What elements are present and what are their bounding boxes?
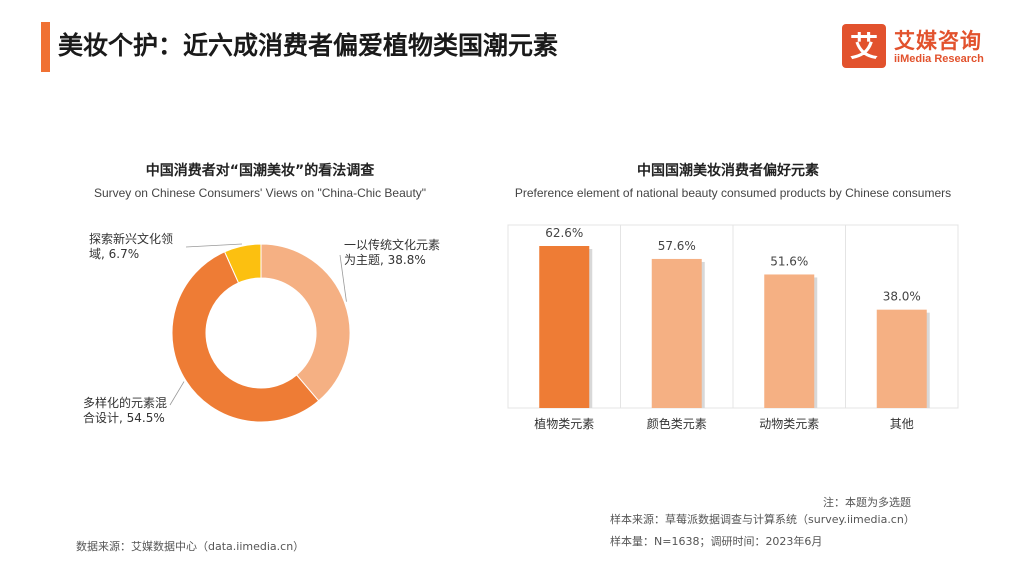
bar-1 [651, 258, 702, 408]
bar-chart-subtitle: Preference element of national beauty co… [514, 186, 952, 200]
logo-cn-text: 艾媒咨询 [894, 29, 982, 53]
donut-slice-label-2: 探索新兴文化领域, 6.7% [89, 231, 173, 261]
donut-chart-subtitle: Survey on Chinese Consumers' Views on "C… [93, 186, 427, 200]
donut-leader-line-0 [339, 254, 347, 302]
donut-leader-line-1 [169, 381, 185, 406]
page-title: 美妆个护：近六成消费者偏爱植物类国潮元素 [58, 31, 559, 60]
sample-size-note: 样本量：N=1638；调研时间：2023年6月 [610, 535, 823, 548]
donut-slice-label-0: 一以传统文化元素为主题, 38.8% [344, 237, 440, 267]
data-source-note: 数据来源：艾媒数据中心（data.iimedia.cn） [76, 540, 305, 553]
bar-data-label-0: 62.6% [545, 226, 583, 240]
logo-en-text: iiMedia Research [894, 53, 984, 65]
bar-category-label-0: 植物类元素 [534, 416, 594, 431]
bar-3 [876, 309, 927, 408]
bar-chart-title: 中国国潮美妆消费者偏好元素 [637, 163, 819, 179]
logo-mark-icon: 艾 [842, 24, 886, 68]
title-accent-bar [41, 22, 50, 72]
donut-slice-0 [260, 243, 351, 402]
bar-0 [539, 246, 590, 408]
donut-slice-1 [171, 251, 320, 423]
iimedia-logo: 艾 艾媒咨询 iiMedia Research [842, 24, 1012, 70]
donut-slice-2 [223, 243, 262, 284]
donut-leader-line-2 [185, 243, 243, 248]
bar-category-label-3: 其他 [890, 417, 914, 431]
bar-data-label-3: 38.0% [883, 290, 921, 304]
bar-category-label-2: 动物类元素 [759, 417, 819, 431]
donut-chart-title: 中国消费者对“国潮美妆”的看法调查 [145, 163, 375, 179]
bar-category-label-1: 颜色类元素 [647, 416, 707, 431]
donut-slice-label-1: 多样化的元素混合设计, 54.5% [83, 395, 167, 425]
donut-chart: 一以传统文化元素为主题, 38.8% 多样化的元素混合设计, 54.5% 探索新兴文… [83, 231, 440, 425]
bar-data-label-2: 51.6% [770, 254, 808, 268]
multi-choice-note: 注：本题为多选题 [823, 496, 911, 509]
bar-2 [764, 274, 815, 408]
sample-source-note: 样本来源：草莓派数据调查与计算系统（survey.iimedia.cn） [610, 513, 915, 526]
bar-data-label-1: 57.6% [658, 239, 696, 253]
logo-mark-char: 艾 [850, 30, 878, 63]
